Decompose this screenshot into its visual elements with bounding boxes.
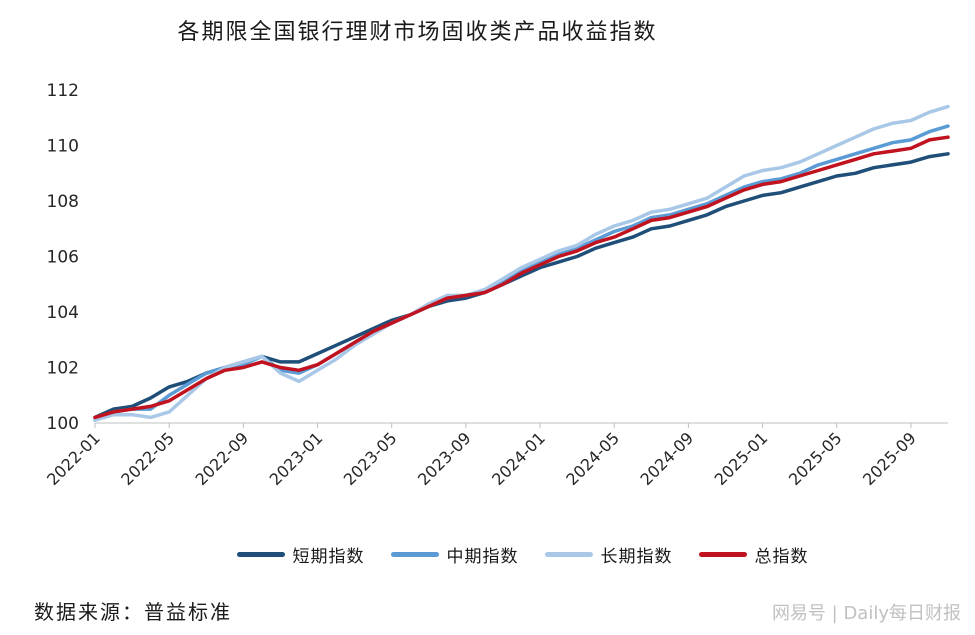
line-chart: 100 102 104 106 108 110 112 2022-01 2022-05 2022-…: [43, 81, 950, 489]
y-tick-label: 108: [47, 192, 79, 212]
x-tick-label: 2022-09: [191, 428, 252, 489]
series-line: [93, 104, 950, 422]
series-layer: [93, 104, 950, 422]
x-tick-label: 2023-01: [266, 428, 327, 489]
x-tick-label: 2022-05: [117, 428, 178, 489]
watermark: 网易号 | Daily每日财报: [771, 603, 961, 624]
y-tick-label: 106: [47, 248, 79, 268]
legend-label: 总指数: [754, 546, 809, 567]
legend-item: 长期指数: [544, 541, 673, 567]
y-tick-label: 104: [47, 303, 79, 323]
legend-item: 中期指数: [390, 541, 519, 567]
chart-legend: 短期指数 中期指数 长期指数 总指数: [0, 541, 975, 567]
series-line: [93, 152, 950, 420]
chart-title: 各期限全国银行理财市场固收类产品收益指数: [177, 20, 658, 45]
x-tick-label: 2024-09: [637, 428, 698, 489]
x-tick-label: 2025-01: [711, 428, 772, 489]
legend-item: 短期指数: [236, 541, 365, 567]
legend-swatch: [236, 551, 285, 557]
legend-item: 总指数: [698, 541, 809, 567]
x-tick-label: 2023-05: [340, 428, 401, 489]
legend-swatch: [544, 551, 593, 557]
y-tick-label: 112: [47, 81, 79, 101]
legend-swatch: [698, 551, 747, 557]
series-line: [93, 135, 950, 420]
x-tick-label: 2024-01: [488, 428, 549, 489]
x-tick-label: 2024-05: [562, 428, 623, 489]
y-tick-label: 110: [47, 137, 79, 157]
legend-swatch: [390, 551, 439, 557]
source-note: 数据来源：普益标准: [34, 600, 232, 624]
x-tick-label: 2022-01: [43, 428, 104, 489]
legend-label: 中期指数: [446, 546, 519, 567]
series-line: [93, 124, 950, 422]
x-tick-label: 2025-09: [859, 428, 920, 489]
x-tick-label: 2023-09: [414, 428, 475, 489]
legend-label: 长期指数: [600, 546, 673, 567]
y-tick-label: 102: [47, 359, 79, 379]
y-tick-label: 100: [47, 414, 79, 434]
x-tick-label: 2025-05: [785, 428, 846, 489]
legend-label: 短期指数: [292, 546, 365, 567]
